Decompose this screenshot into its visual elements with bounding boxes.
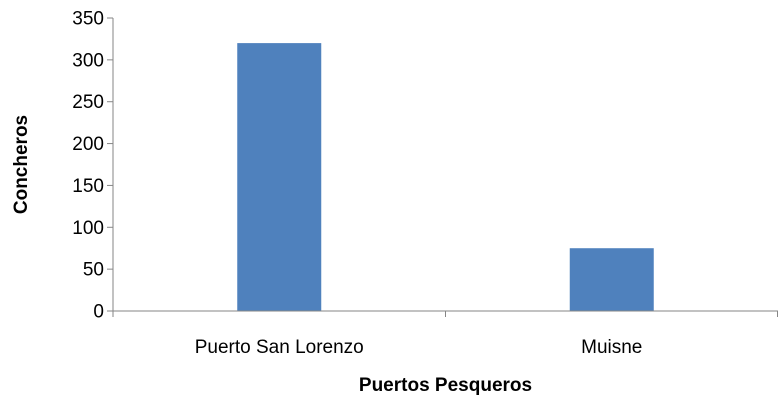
x-axis-title: Puertos Pesqueros bbox=[359, 375, 532, 396]
y-tick-label: 200 bbox=[72, 134, 104, 155]
y-ticks-group: 0 50 100 150 200 250 300 350 bbox=[72, 9, 113, 323]
bar-puerto-san-lorenzo bbox=[237, 43, 322, 312]
y-tick-label: 350 bbox=[72, 9, 104, 30]
x-tick-label: Muisne bbox=[581, 337, 642, 358]
y-tick-label: 150 bbox=[72, 176, 104, 197]
y-tick-label: 250 bbox=[72, 92, 104, 113]
bar-muisne bbox=[569, 248, 654, 311]
x-ticks-group: Puerto San Lorenzo Muisne bbox=[195, 337, 643, 358]
y-axis-title: Concheros bbox=[11, 115, 32, 214]
y-tick-label: 100 bbox=[72, 218, 104, 239]
bars-group bbox=[237, 43, 654, 312]
axes-group bbox=[107, 18, 778, 317]
x-tick-label: Puerto San Lorenzo bbox=[195, 337, 364, 358]
y-tick-label: 300 bbox=[72, 50, 104, 71]
y-tick-label: 0 bbox=[93, 302, 104, 323]
y-tick-label: 50 bbox=[83, 260, 104, 281]
